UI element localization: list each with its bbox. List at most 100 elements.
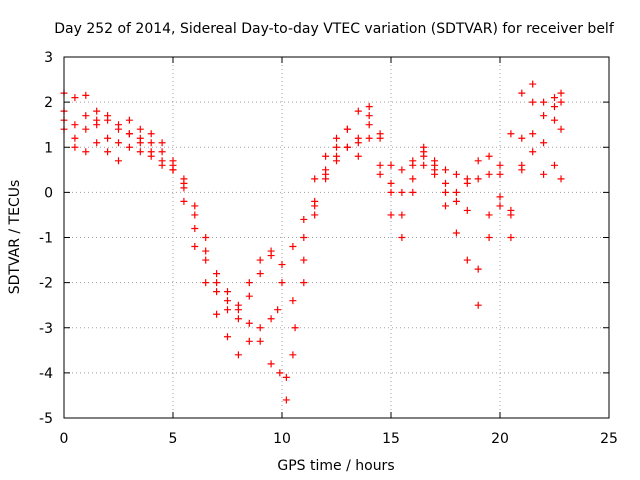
data-point <box>431 170 439 178</box>
data-point <box>289 297 297 305</box>
data-point <box>267 360 275 368</box>
data-point <box>529 98 537 106</box>
data-point <box>333 143 340 151</box>
data-point <box>474 301 482 309</box>
data-point <box>442 166 449 174</box>
data-point <box>213 310 221 318</box>
data-point <box>507 234 515 241</box>
data-point <box>125 130 133 138</box>
data-point <box>311 202 319 210</box>
data-point <box>300 256 308 264</box>
series-trace-1 <box>60 80 565 381</box>
data-point <box>213 270 221 278</box>
data-point <box>333 157 340 165</box>
data-point <box>496 161 504 169</box>
data-point <box>485 211 493 219</box>
y-tick-label: -4 <box>39 366 53 382</box>
data-point <box>442 188 449 196</box>
data-point <box>496 193 504 201</box>
data-point <box>376 130 384 138</box>
data-point <box>104 112 112 120</box>
data-point <box>409 175 417 183</box>
data-point <box>191 243 199 251</box>
data-point <box>485 234 493 241</box>
data-point <box>322 166 330 174</box>
data-point <box>234 301 242 309</box>
data-point <box>202 256 210 264</box>
data-point <box>256 256 264 264</box>
data-point <box>115 139 122 147</box>
data-point <box>540 170 548 178</box>
series-trace-4 <box>60 125 565 309</box>
data-point <box>452 188 460 196</box>
data-point <box>93 107 101 115</box>
data-point <box>180 179 188 187</box>
data-point <box>557 175 565 183</box>
y-tick-label: -5 <box>39 411 53 427</box>
data-point <box>147 152 155 160</box>
data-point <box>267 252 275 260</box>
data-point <box>71 94 79 102</box>
data-point <box>169 157 177 165</box>
y-tick-label: 1 <box>44 140 53 156</box>
data-point <box>420 161 428 169</box>
x-tick-label: 0 <box>60 431 69 447</box>
data-point <box>147 130 155 138</box>
data-point <box>354 107 362 115</box>
data-point <box>409 188 417 196</box>
y-tick-label: -3 <box>39 321 53 337</box>
data-point <box>442 202 449 210</box>
y-tick-label: -2 <box>39 276 53 292</box>
data-point <box>540 139 548 147</box>
data-point <box>529 130 537 138</box>
data-point <box>125 116 133 124</box>
data-point <box>409 161 417 169</box>
x-tick-label: 25 <box>600 431 618 447</box>
data-point <box>398 234 406 241</box>
data-point <box>274 306 282 314</box>
data-point <box>452 170 460 178</box>
data-point <box>291 324 299 332</box>
data-point <box>540 112 548 120</box>
data-point <box>540 98 548 106</box>
data-point <box>431 161 439 169</box>
chart-title: Day 252 of 2014, Sidereal Day-to-day VTE… <box>54 21 615 37</box>
y-tick-label: 2 <box>44 95 53 111</box>
data-point <box>398 188 406 196</box>
data-point <box>136 125 144 133</box>
data-point <box>125 143 133 151</box>
y-tick-label: 3 <box>44 50 53 66</box>
data-point <box>463 175 471 183</box>
axis-ticks: 0 5 10 15 20 25 -5 -4 -3 -2 -1 0 1 2 3 <box>39 50 618 447</box>
data-point <box>147 139 155 147</box>
data-point <box>93 139 101 147</box>
data-point <box>276 369 284 377</box>
data-point <box>518 134 526 142</box>
data-point <box>551 116 558 124</box>
data-point <box>256 337 264 345</box>
data-point <box>82 91 90 99</box>
data-point <box>398 211 406 219</box>
data-point <box>158 161 166 169</box>
data-point <box>191 211 199 219</box>
data-point <box>278 261 286 269</box>
data-point <box>158 148 166 156</box>
data-point <box>387 188 395 196</box>
data-point <box>224 288 231 296</box>
data-point <box>333 134 340 142</box>
data-point <box>115 121 122 129</box>
data-point <box>191 202 199 210</box>
data-point <box>376 161 384 169</box>
data-point <box>551 103 558 111</box>
data-point <box>282 396 290 404</box>
data-point <box>420 152 428 160</box>
data-point <box>496 170 504 178</box>
x-tick-label: 5 <box>169 431 178 447</box>
data-point <box>518 89 526 97</box>
data-point <box>300 215 308 223</box>
data-point <box>551 94 558 102</box>
data-point <box>365 112 373 120</box>
data-point <box>496 202 504 210</box>
data-point <box>311 211 319 219</box>
data-point <box>191 224 199 232</box>
